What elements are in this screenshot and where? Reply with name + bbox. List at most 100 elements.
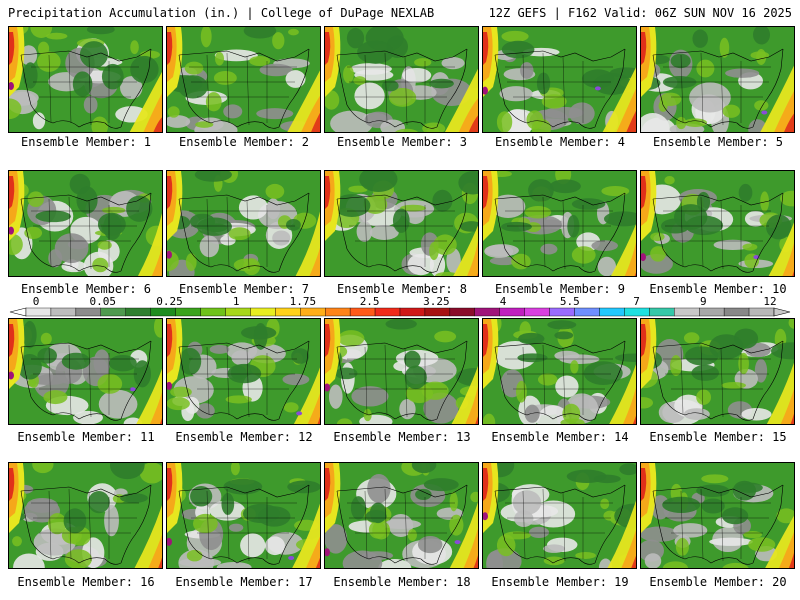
map-boundaries [652, 484, 784, 565]
member-label: Ensemble Member: 4 [494, 135, 626, 149]
member-label: Ensemble Member: 6 [20, 282, 152, 296]
member-label: Ensemble Member: 10 [649, 282, 787, 296]
member-label: Ensemble Member: 1 [20, 135, 152, 149]
precip-map [167, 463, 320, 568]
colorbar-swatch [574, 307, 600, 317]
colorbar-swatch [723, 307, 750, 317]
map-boundaries [20, 340, 152, 421]
precip-map [325, 27, 478, 132]
map-panel [8, 26, 163, 133]
colorbar-tick-label: 0.05 [89, 295, 116, 308]
colorbar-tick-label: 9 [700, 295, 707, 308]
colorbar-swatch [649, 307, 675, 317]
colorbar-swatch [325, 307, 351, 317]
map-boundaries [20, 192, 152, 273]
member-label: Ensemble Member: 13 [333, 430, 471, 444]
colorbar-swatch [75, 307, 102, 317]
map-panel [166, 462, 321, 569]
map-panel [640, 318, 795, 425]
colorbar-tick-label: 0 [33, 295, 40, 308]
member-label: Ensemble Member: 16 [17, 575, 155, 589]
colorbar-swatch [424, 307, 451, 317]
map-boundaries [20, 484, 152, 565]
map-panel [8, 170, 163, 277]
precip-map [167, 27, 320, 132]
map-panel [482, 318, 637, 425]
map-boundaries [20, 48, 152, 129]
member-label: Ensemble Member: 19 [491, 575, 629, 589]
map-panel [166, 318, 321, 425]
colorbar-swatch [100, 307, 126, 317]
colorbar-swatch [748, 307, 775, 317]
precip-map [483, 27, 636, 132]
member-label: Ensemble Member: 3 [336, 135, 468, 149]
colorbar-swatch [25, 307, 52, 317]
map-panel [640, 170, 795, 277]
colorbar-tick-label: 5.5 [560, 295, 580, 308]
precip-map [167, 319, 320, 424]
map-panel [640, 462, 795, 569]
map-panel [482, 26, 637, 133]
colorbar-swatch [50, 307, 77, 317]
map-boundaries [178, 48, 310, 129]
map-boundaries [494, 340, 626, 421]
member-label: Ensemble Member: 20 [649, 575, 787, 589]
precip-map [9, 463, 162, 568]
map-boundaries [494, 192, 626, 273]
colorbar-swatch [374, 307, 401, 317]
map-panel [324, 462, 479, 569]
colorbar-tick-label: 0.25 [156, 295, 183, 308]
colorbar-swatch [349, 307, 376, 317]
member-label: Ensemble Member: 9 [494, 282, 626, 296]
member-label: Ensemble Member: 11 [17, 430, 155, 444]
colorbar-tick-label: 12 [763, 295, 776, 308]
colorbar-swatch [300, 307, 326, 317]
precip-map [9, 171, 162, 276]
member-label: Ensemble Member: 15 [649, 430, 787, 444]
map-panel [324, 170, 479, 277]
map-boundaries [652, 192, 784, 273]
colorbar-svg: 0 0.05 0.25 1 1.75 2.5 3.25 4 5.5 7 9 12 [9, 295, 791, 317]
precip-map [641, 27, 794, 132]
map-boundaries [494, 484, 626, 565]
map-boundaries [336, 484, 468, 565]
map-boundaries [494, 48, 626, 129]
member-label: Ensemble Member: 7 [178, 282, 310, 296]
member-label: Ensemble Member: 14 [491, 430, 629, 444]
member-label: Ensemble Member: 8 [336, 282, 468, 296]
colorbar-swatch [449, 307, 476, 317]
colorbar-swatch [275, 307, 301, 317]
map-boundaries [336, 192, 468, 273]
member-label: Ensemble Member: 18 [333, 575, 471, 589]
map-boundaries [336, 340, 468, 421]
precip-map [325, 319, 478, 424]
colorbar-swatch [499, 307, 525, 317]
precip-map [325, 463, 478, 568]
map-boundaries [178, 484, 310, 565]
map-panel [166, 26, 321, 133]
precip-map [641, 319, 794, 424]
map-panel [482, 170, 637, 277]
colorbar-tick-label: 1 [233, 295, 240, 308]
colorbar-swatch [250, 307, 276, 317]
colorbar-swatch [699, 307, 725, 317]
colorbar-swatch [599, 307, 625, 317]
precip-map [167, 171, 320, 276]
colorbar: 0 0.05 0.25 1 1.75 2.5 3.25 4 5.5 7 9 12 [8, 295, 792, 319]
precip-map [9, 27, 162, 132]
map-panel [640, 26, 795, 133]
run-info: 12Z GEFS | F162 Valid: 06Z SUN NOV 16 20… [488, 6, 792, 20]
member-label: Ensemble Member: 12 [175, 430, 313, 444]
map-boundaries [178, 192, 310, 273]
colorbar-swatch [175, 307, 201, 317]
precip-map [641, 171, 794, 276]
page-title: Precipitation Accumulation (in.) | Colle… [8, 6, 435, 20]
colorbar-swatch [399, 307, 426, 317]
member-label: Ensemble Member: 2 [178, 135, 310, 149]
precip-map [325, 171, 478, 276]
precip-map [483, 171, 636, 276]
map-boundaries [652, 48, 784, 129]
precip-map [483, 319, 636, 424]
precip-map [641, 463, 794, 568]
map-boundaries [336, 48, 468, 129]
